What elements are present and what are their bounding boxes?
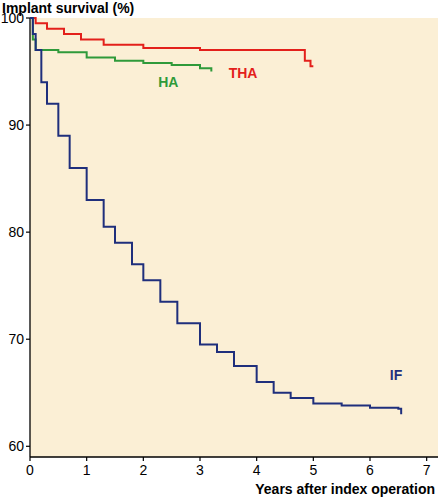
x-tick-label: 6 bbox=[366, 462, 374, 478]
x-axis bbox=[30, 456, 438, 457]
plot-background bbox=[30, 18, 438, 457]
x-tick-label: 0 bbox=[26, 462, 34, 478]
x-axis-label: Years after index operation bbox=[255, 481, 435, 497]
x-tick bbox=[313, 457, 314, 461]
y-tick-label: 60 bbox=[8, 438, 24, 454]
y-tick bbox=[26, 17, 30, 18]
x-tick-label: 7 bbox=[423, 462, 431, 478]
survival-line bbox=[30, 18, 313, 66]
x-tick-label: 5 bbox=[309, 462, 317, 478]
x-tick-label: 3 bbox=[196, 462, 204, 478]
x-tick bbox=[256, 457, 257, 461]
survival-line bbox=[30, 18, 211, 72]
y-axis bbox=[29, 18, 30, 457]
x-tick bbox=[199, 457, 200, 461]
y-tick-label: 90 bbox=[8, 117, 24, 133]
x-tick bbox=[29, 457, 30, 461]
x-tick bbox=[143, 457, 144, 461]
y-tick-label: 80 bbox=[8, 224, 24, 240]
x-tick bbox=[426, 457, 427, 461]
series-label: THA bbox=[229, 65, 258, 81]
x-tick bbox=[86, 457, 87, 461]
series-label: HA bbox=[158, 74, 178, 90]
y-axis-label: Implant survival (%) bbox=[2, 0, 134, 16]
y-tick bbox=[26, 339, 30, 340]
x-tick-label: 4 bbox=[253, 462, 261, 478]
chart: 6070809010001234567Implant survival (%)Y… bbox=[0, 0, 439, 500]
y-tick bbox=[26, 124, 30, 125]
x-tick-label: 2 bbox=[139, 462, 147, 478]
y-tick-label: 70 bbox=[8, 331, 24, 347]
survival-line bbox=[30, 18, 401, 414]
y-tick bbox=[26, 446, 30, 447]
x-tick-label: 1 bbox=[83, 462, 91, 478]
series-label: IF bbox=[390, 367, 403, 383]
series-group bbox=[30, 18, 401, 414]
x-tick bbox=[369, 457, 370, 461]
y-tick bbox=[26, 232, 30, 233]
